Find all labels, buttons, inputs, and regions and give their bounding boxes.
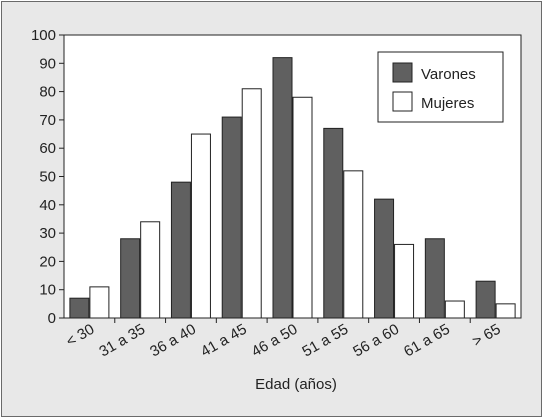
- x-tick-label: 41 a 45: [198, 321, 250, 361]
- x-tick-label: 46 a 50: [249, 321, 301, 361]
- bar-varones-5: [323, 127, 344, 319]
- bar-mujeres-6: [394, 243, 415, 319]
- y-tick-label: 20: [39, 253, 56, 270]
- bar-varones-6: [374, 198, 395, 319]
- x-tick-label: 51 a 55: [299, 321, 351, 361]
- bar-mujeres-4: [292, 96, 313, 319]
- y-tick-label: 100: [31, 27, 56, 44]
- y-tick-label: 70: [39, 112, 56, 129]
- x-tick-label: 61 a 65: [401, 321, 453, 361]
- y-tick-label: 40: [39, 197, 56, 214]
- bar-varones-0: [69, 297, 90, 319]
- bar-varones-4: [272, 57, 293, 319]
- y-tick-label: 50: [39, 169, 56, 186]
- bar-mujeres-0: [89, 286, 110, 319]
- y-tick-label: 90: [39, 55, 56, 72]
- y-tick-label: 30: [39, 225, 56, 242]
- x-axis-title: Edad (años): [255, 376, 337, 393]
- x-tick-label: 31 a 35: [96, 321, 148, 361]
- y-tick-label: 10: [39, 282, 56, 299]
- legend: Varones Mujeres: [377, 51, 504, 123]
- x-tick-label: > 65: [469, 321, 503, 351]
- bar-mujeres-8: [495, 303, 516, 319]
- x-tick-label: 56 a 60: [350, 321, 402, 361]
- bar-mujeres-5: [343, 170, 364, 319]
- bar-mujeres-3: [241, 88, 262, 319]
- bar-mujeres-2: [190, 133, 211, 319]
- legend-label-mujeres: Mujeres: [421, 95, 474, 112]
- y-tick-label: 60: [39, 140, 56, 157]
- bar-varones-2: [170, 181, 191, 319]
- y-axis: 0 10 20 30 40 50 60 70 80 90 100: [31, 27, 64, 327]
- bar-varones-7: [424, 238, 445, 319]
- bar-varones-8: [475, 280, 496, 319]
- legend-swatch-mujeres: [392, 91, 413, 112]
- x-tick-label: 36 a 40: [147, 321, 199, 361]
- y-tick-label: 80: [39, 84, 56, 101]
- legend-swatch-varones: [392, 62, 413, 83]
- bar-varones-3: [221, 116, 242, 319]
- bar-mujeres-7: [444, 300, 465, 319]
- x-tick-label: < 30: [63, 321, 97, 351]
- bar-mujeres-1: [140, 221, 161, 319]
- bar-varones-1: [120, 238, 141, 319]
- legend-label-varones: Varones: [421, 66, 476, 83]
- bars: [69, 57, 516, 319]
- y-tick-label: 0: [48, 310, 56, 327]
